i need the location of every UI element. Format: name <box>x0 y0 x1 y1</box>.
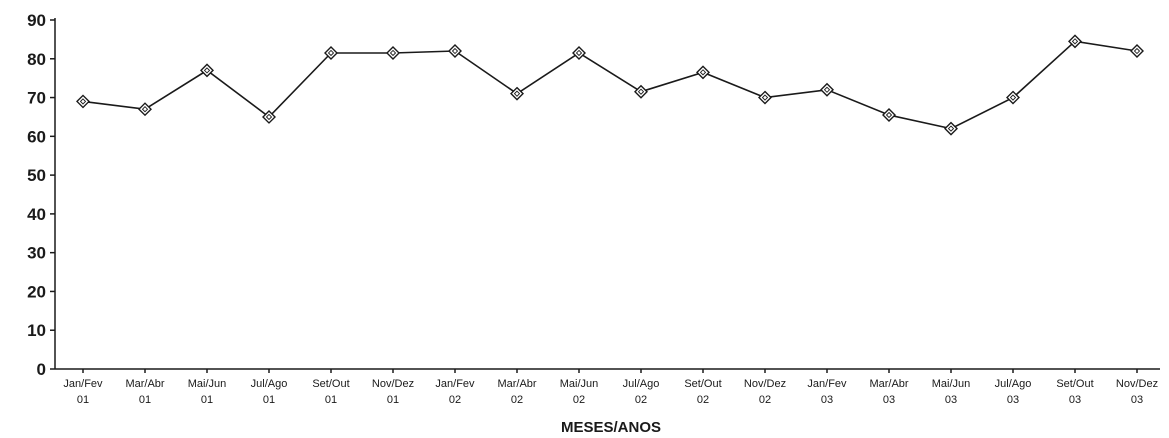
x-tick-label: Mar/Abr 03 <box>869 378 908 406</box>
data-point-marker <box>758 90 772 105</box>
data-point-marker-inner <box>141 106 149 113</box>
data-point-marker <box>1068 34 1082 49</box>
y-tick-label: 0 <box>37 360 46 379</box>
data-point-marker <box>882 108 896 122</box>
data-point-marker <box>944 121 958 136</box>
x-tick-label: Set/Out 02 <box>684 378 721 406</box>
x-tick-label: Jan/Fev 01 <box>63 378 103 406</box>
x-tick-label: Set/Out 03 <box>1056 378 1093 406</box>
x-axis-title: MESES/ANOS <box>561 419 661 436</box>
series <box>76 34 1144 136</box>
x-tick-label: Mai/Jun 03 <box>932 378 971 406</box>
x-tick-label: Mai/Jun 02 <box>560 378 599 406</box>
y-tick-label: 50 <box>27 166 46 185</box>
data-point-marker-inner <box>265 113 273 121</box>
y-tick-label: 40 <box>27 205 46 224</box>
data-point-marker <box>820 82 834 97</box>
data-point-marker <box>324 45 338 60</box>
data-point-marker-inner <box>1133 47 1141 55</box>
x-tick-label: Nov/Dez 03 <box>1116 378 1158 406</box>
x-tick-label: Nov/Dez 02 <box>744 378 786 406</box>
x-tick-label: Set/Out 01 <box>312 378 349 406</box>
data-point-marker <box>386 45 400 60</box>
data-point-marker <box>510 86 524 101</box>
data-point-marker-inner <box>823 86 831 93</box>
x-tick-label: Nov/Dez 01 <box>372 378 414 406</box>
data-point-marker-inner <box>79 98 87 105</box>
data-point-marker <box>262 109 276 124</box>
data-point-marker-inner <box>575 49 583 57</box>
y-axis: 0 10 20 30 40 50 60 70 80 90 <box>27 11 56 379</box>
y-tick-label: 20 <box>27 282 46 301</box>
data-point-marker-inner <box>327 49 335 57</box>
x-tick-label: Mar/Abr 02 <box>497 378 536 406</box>
data-point-marker-inner <box>389 49 397 57</box>
x-tick-label: Jul/Ago 02 <box>623 378 660 406</box>
data-point-marker <box>1130 44 1144 59</box>
x-tick-label: Jan/Fev 03 <box>807 378 847 406</box>
series-line <box>82 40 1138 130</box>
data-point-marker <box>448 44 462 59</box>
x-tick-label: Jan/Fev 02 <box>435 378 475 406</box>
data-point-marker-inner <box>451 47 459 55</box>
data-point-marker-inner <box>699 69 707 76</box>
data-point-marker-inner <box>885 111 893 119</box>
data-point-marker <box>572 45 586 60</box>
data-point-marker <box>1006 90 1020 105</box>
data-point-marker-inner <box>637 88 645 95</box>
data-point-marker <box>200 63 214 78</box>
y-tick-label: 30 <box>27 244 46 263</box>
y-tick-label: 60 <box>27 127 46 146</box>
x-axis: Jan/Fev 01 Mar/Abr 01 Mai/Jun 01 Jul/Ago 01 Set/… <box>55 368 1160 406</box>
x-tick-label: Jul/Ago 01 <box>251 378 288 406</box>
y-tick-label: 70 <box>27 89 46 108</box>
x-tick-label: Mar/Abr 01 <box>125 378 164 406</box>
data-point-marker-inner <box>761 94 769 101</box>
data-point-marker-inner <box>947 125 955 132</box>
data-point-marker-inner <box>513 90 521 97</box>
x-tick-label: Mai/Jun 01 <box>188 378 227 406</box>
y-tick-label: 80 <box>27 50 46 69</box>
y-tick-label: 90 <box>27 11 46 30</box>
data-point-marker-inner <box>203 67 211 74</box>
y-tick-label: 10 <box>27 321 46 340</box>
data-point-marker-inner <box>1071 38 1079 45</box>
data-point-marker <box>138 102 152 117</box>
data-point-marker <box>76 94 90 109</box>
data-point-marker-inner <box>1009 94 1017 101</box>
x-tick-label: Jul/Ago 03 <box>995 378 1032 406</box>
data-point-marker <box>634 84 648 99</box>
data-point-marker <box>696 65 710 80</box>
